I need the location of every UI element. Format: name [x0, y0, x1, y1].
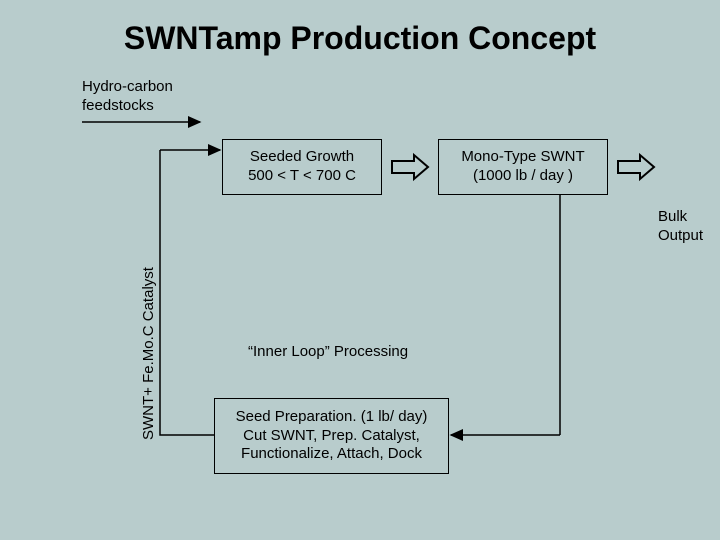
catalyst-vertical-label: SWNT+ Fe.Mo.C Catalyst: [140, 267, 157, 440]
bulk-output-label: Bulk Output: [658, 208, 703, 246]
page-title: SWNTamp Production Concept: [0, 20, 720, 57]
loop-up-line: [160, 150, 214, 435]
feedstocks-label: Hydro-carbon feedstocks: [82, 78, 173, 116]
block-arrow-1: [392, 155, 428, 179]
mono-type-box: Mono-Type SWNT (1000 lb / day ): [438, 139, 608, 195]
block-arrow-2: [618, 155, 654, 179]
seeded-growth-box: Seeded Growth 500 < T < 700 C: [222, 139, 382, 195]
seed-prep-box: Seed Preparation. (1 lb/ day) Cut SWNT, …: [214, 398, 449, 474]
inner-loop-label: “Inner Loop” Processing: [248, 343, 408, 362]
